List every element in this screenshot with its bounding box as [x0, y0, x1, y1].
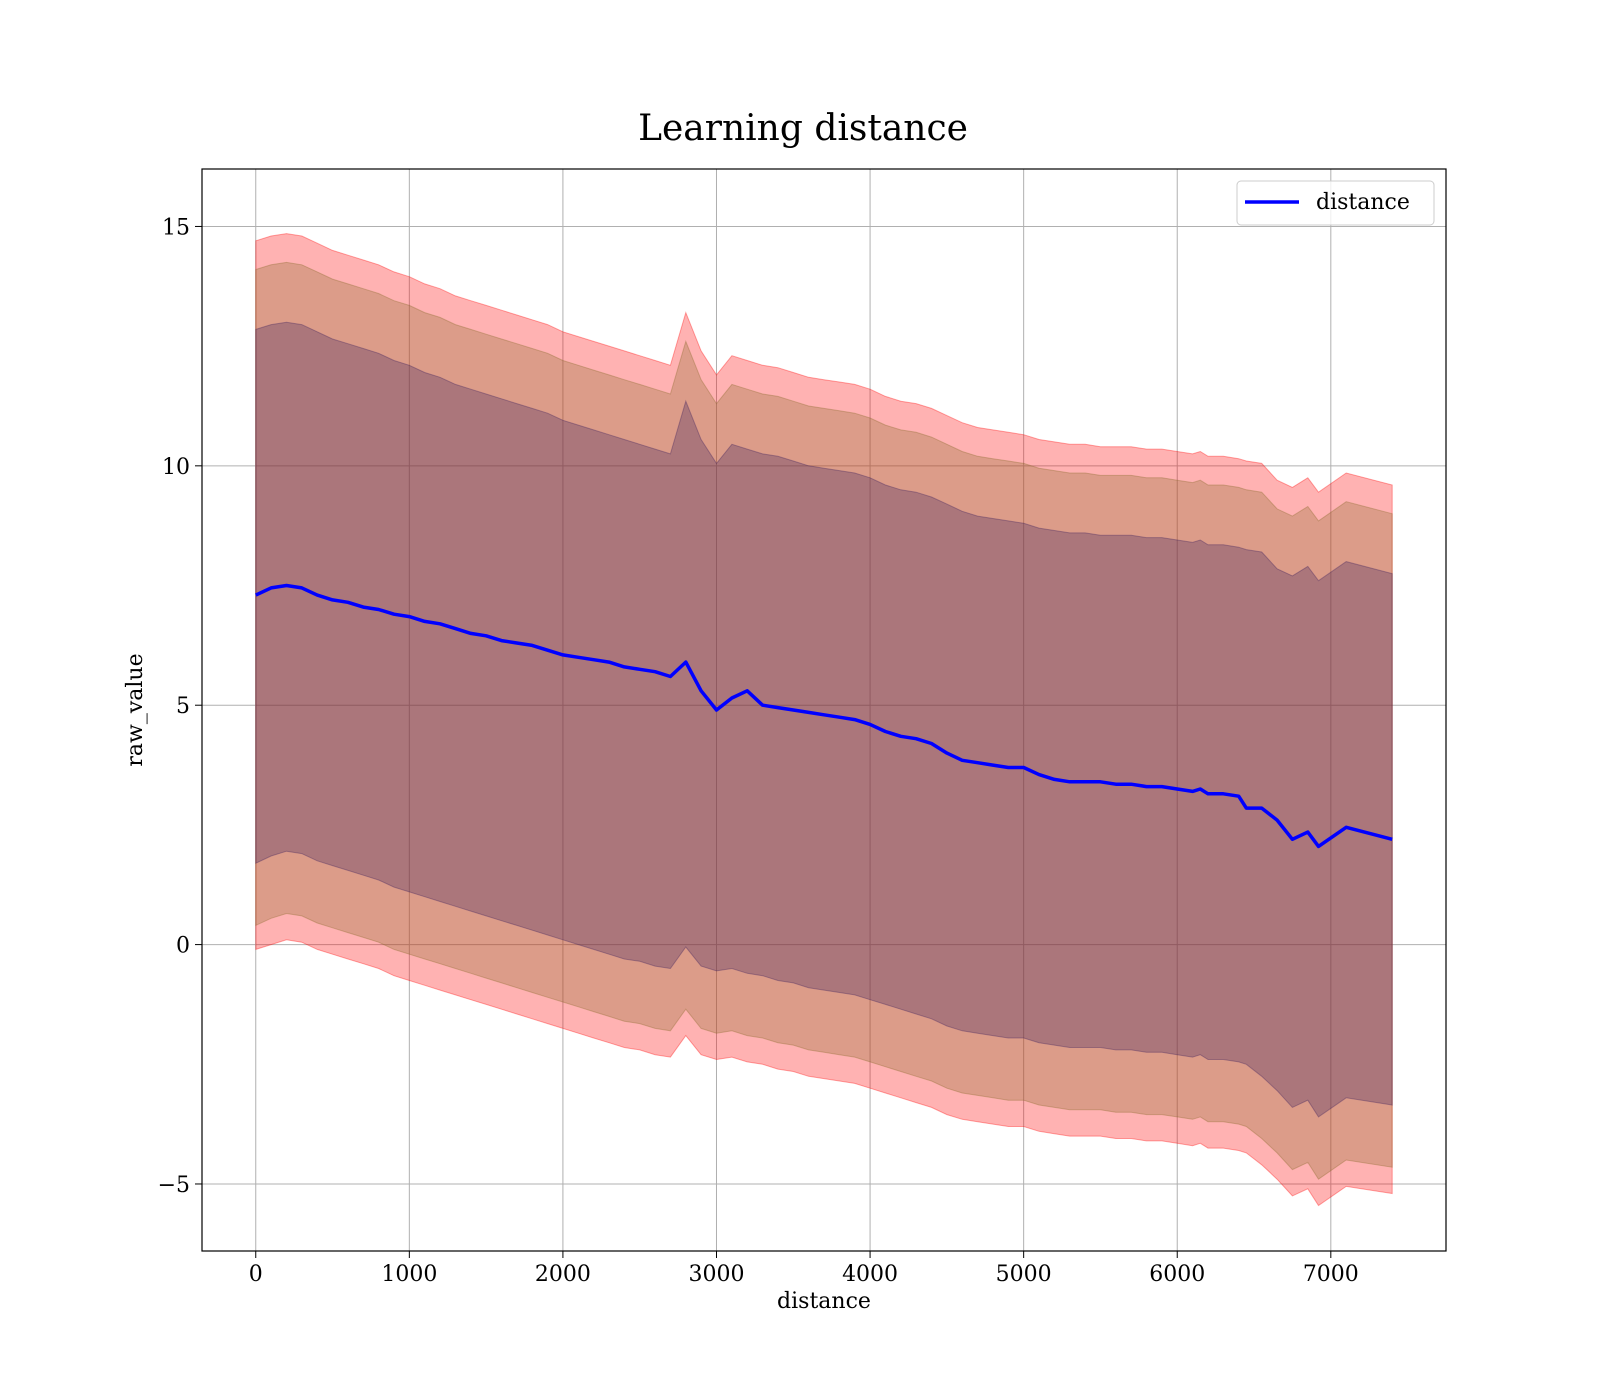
band-middle: [255, 261, 1393, 1180]
x-tick-label: 7000: [1303, 1262, 1359, 1287]
x-axis-ticks: 0 1000 2000 3000 4000 5000 6000 7000: [249, 1251, 1359, 1287]
x-tick-label: 1000: [381, 1262, 437, 1287]
series-layer: [255, 583, 1393, 849]
band-outer: [255, 233, 1393, 1207]
grid: [202, 169, 1446, 1251]
x-tick-label: 2000: [535, 1262, 591, 1287]
confidence-bands: [255, 233, 1393, 1207]
plot-frame: [201, 168, 1447, 1252]
y-tick-label: 15: [162, 215, 190, 240]
legend: distance: [1236, 180, 1435, 226]
series-line-distance: [255, 583, 1393, 849]
y-tick-label: −5: [158, 1173, 190, 1198]
band-inner: [255, 321, 1393, 1118]
y-axis-label: raw_value: [123, 653, 148, 766]
x-tick-label: 6000: [1149, 1262, 1205, 1287]
legend-label-distance: distance: [1316, 190, 1410, 215]
plot-area: [201, 168, 1447, 1252]
y-axis-ticks: −5 0 5 10 15: [158, 215, 202, 1198]
x-tick-label: 0: [249, 1262, 263, 1287]
x-tick-label: 3000: [688, 1262, 744, 1287]
legend-box: [1236, 180, 1435, 226]
y-tick-label: 10: [162, 455, 190, 480]
y-tick-label: 5: [176, 694, 190, 719]
x-tick-label: 5000: [996, 1262, 1052, 1287]
x-axis-label: distance: [777, 1289, 871, 1314]
x-tick-label: 4000: [842, 1262, 898, 1287]
y-tick-label: 0: [176, 934, 190, 959]
chart-title: Learning distance: [638, 108, 968, 149]
